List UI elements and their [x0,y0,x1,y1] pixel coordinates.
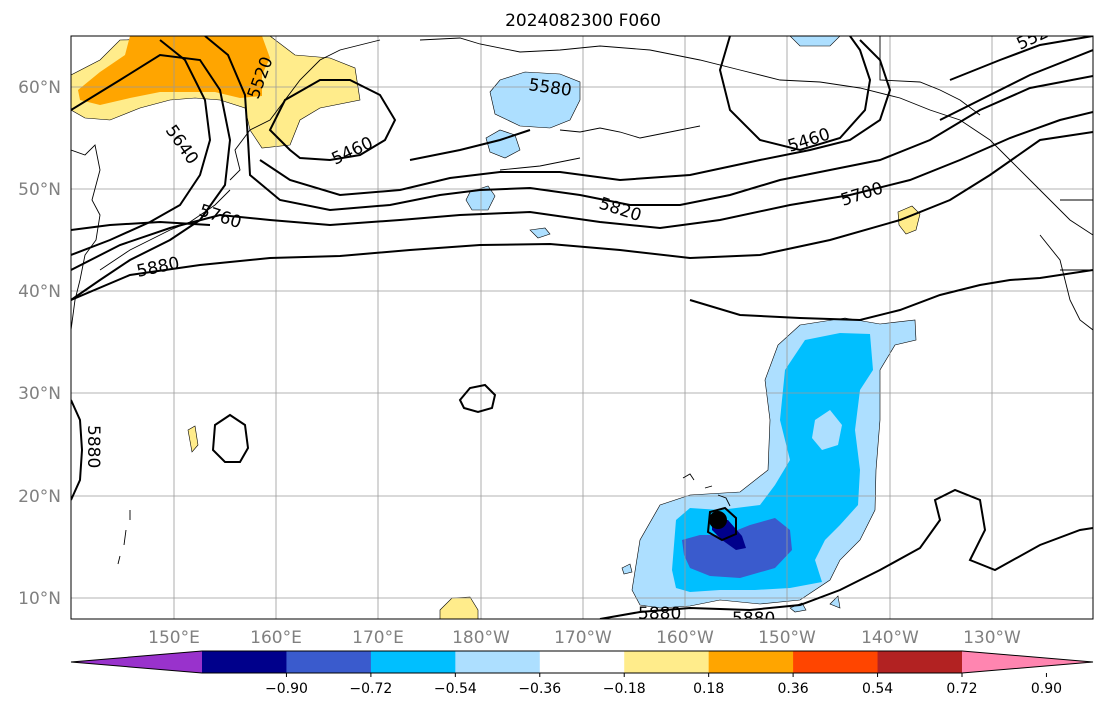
colorbar-outline [70,650,1094,674]
lon-label: 180°W [452,628,510,648]
lon-labels: 150°E 160°E 170°E 180°W 170°W 160°W 150°… [148,628,1021,648]
colorbar-tick-label: −0.18 [603,681,646,697]
colorbar-segment [286,651,372,673]
lat-label: 10°N [18,589,61,609]
contour-label: 5880 [638,604,681,624]
fill-lightblue-inner [812,410,842,450]
lat-label: 40°N [18,282,61,302]
colorbar-segment [877,651,963,673]
lat-label: 30°N [18,384,61,404]
map-frame [70,35,1094,620]
lon-label: 170°E [352,628,404,648]
colorbar-tick-label: 0.36 [778,681,809,697]
fill-lightblue-speck-1 [621,563,633,575]
lat-label: 50°N [18,180,61,200]
contour-label: 5880 [732,609,775,629]
lon-label: 150°E [148,628,200,648]
colorbar-tick-label: −0.90 [265,681,308,697]
fill-lightblue-speck-3 [829,595,841,609]
lon-label: 150°W [758,628,816,648]
lon-label: 170°W [554,628,612,648]
colorbar-segment [202,651,287,673]
lat-label: 20°N [18,487,61,507]
chart-title: 2024082300 F060 [505,11,661,31]
fill-lightblue-north-1 [489,71,581,129]
colorbar-tick-label: 0.72 [946,681,977,697]
gridlines [71,36,1093,619]
colorbar-tick-label: −0.54 [434,681,477,697]
colorbar-extend-low [71,651,202,673]
colorbar-tick-label: −0.72 [349,681,392,697]
colorbar-extend-high [962,651,1093,673]
colorbar-segment [624,651,710,673]
fill-lightblue-north-3 [465,185,496,211]
lon-label: 140°W [861,628,919,648]
colorbar-tick-label: 0.18 [693,681,724,697]
fill-lightblue-north-4 [529,227,551,239]
map-area: 5520 5580 5460 5640 5460 5760 5820 5700 … [71,36,1093,629]
colorbar-segment [370,651,456,673]
colorbar-segment [708,651,794,673]
colorbar-segment [455,651,541,673]
lon-label: 160°W [656,628,714,648]
colorbar-tick-label: 0.54 [862,681,893,697]
lat-label: 60°N [18,78,61,98]
colorbar-segment [539,651,625,673]
lat-labels: 60°N 50°N 40°N 30°N 20°N 10°N [18,78,61,609]
lon-label: 160°E [250,628,302,648]
lon-label: 130°W [963,628,1021,648]
colorbar-tick-label: 0.90 [1031,681,1062,697]
colorbar-tick-label: −0.36 [518,681,561,697]
fill-yellow-small-2 [187,425,199,453]
contour-label: 5880 [83,425,103,468]
fill-lightblue-north-5 [789,36,841,47]
coastlines [71,36,1093,565]
fill-yellow-small-1 [897,205,921,235]
colorbar: −0.90 −0.72 −0.54 −0.36 −0.18 0.18 0.36 0.54 0.7… [70,650,1094,697]
height-contours [71,36,1093,619]
colorbar-segment [793,651,879,673]
